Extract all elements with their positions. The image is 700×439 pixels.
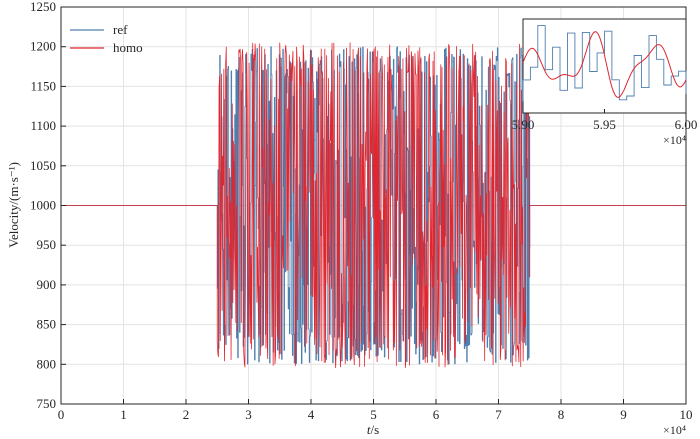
series-line-homo: [61, 42, 686, 369]
legend-ref-label: ref: [113, 22, 128, 37]
y-tick-label: 900: [37, 277, 57, 292]
y-tick-label: 1250: [30, 0, 56, 14]
x-tick-label: 8: [558, 407, 565, 422]
inset-line-ref: [522, 25, 687, 102]
series-ref: [61, 46, 686, 365]
y-tick-label: 1050: [30, 158, 56, 173]
inset-x-tick-label: 5.90: [512, 117, 535, 132]
inset-x-tick-label: 6.00: [675, 117, 698, 132]
y-tick-label: 1150: [30, 78, 56, 93]
x-axis-label: t/s: [367, 422, 379, 437]
x-tick-label: 4: [308, 407, 315, 422]
inset-zoom: 5.90 5.95 6.00 ×10⁴: [512, 18, 698, 147]
y-tick-label: 850: [37, 317, 57, 332]
y-tick-label: 1000: [30, 198, 56, 213]
inset-x-tick-label: 5.95: [593, 117, 616, 132]
inset-line-homo: [522, 31, 687, 98]
legend: ref homo: [70, 22, 143, 55]
legend-homo-label: homo: [113, 40, 143, 55]
x-tick-label: 3: [245, 407, 252, 422]
inset-x-ticks: 5.90 5.95 6.00: [512, 109, 698, 132]
inset-x-multiplier-label: ×10⁴: [663, 133, 686, 147]
x-tick-label: 2: [183, 407, 190, 422]
y-tick-label: 750: [37, 396, 57, 411]
x-tick-label: 0: [58, 407, 65, 422]
x-tick-label: 1: [120, 407, 127, 422]
y-tick-label: 1200: [30, 39, 56, 54]
x-axis-label-symbol: t: [367, 422, 371, 437]
y-axis-ticks: 750 800 850 900 950 1000 1050 1100 1150 1200 1250: [30, 0, 66, 411]
x-tick-label: 9: [620, 407, 627, 422]
series-homo: [61, 42, 686, 369]
y-axis-label: Velocity/(m·s⁻¹): [6, 162, 21, 248]
inset-series-homo: [522, 31, 687, 98]
y-tick-label: 1100: [30, 118, 56, 133]
x-multiplier-label: ×10⁴: [663, 423, 686, 437]
x-tick-label: 6: [433, 407, 440, 422]
x-tick-label: 5: [370, 407, 377, 422]
x-axis-label-unit: /s: [370, 422, 379, 437]
series-line-ref: [61, 46, 686, 365]
inset-series-ref: [522, 25, 687, 102]
x-axis-ticks: 0 1 2 3 4 5 6 7 8 9 10: [58, 399, 693, 422]
y-tick-label: 800: [37, 356, 57, 371]
y-tick-label: 950: [37, 237, 57, 252]
x-tick-label: 10: [680, 407, 693, 422]
x-tick-label: 7: [495, 407, 502, 422]
